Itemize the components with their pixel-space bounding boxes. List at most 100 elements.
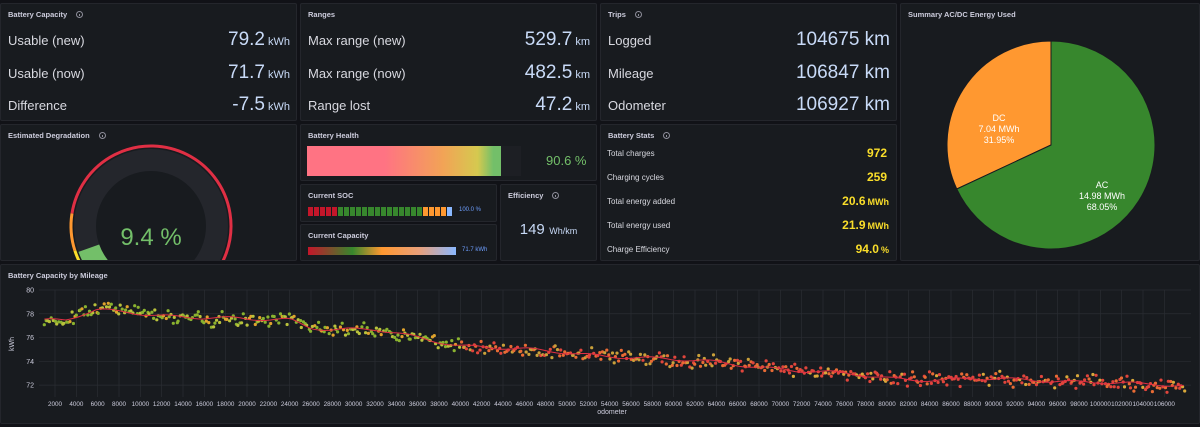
soc-led-cell [362,207,368,216]
scatter-point [501,343,505,347]
scatter-point [912,375,916,379]
battery-health-bar-fill [307,146,501,176]
scatter-point [47,320,52,324]
scatter-point [450,339,454,343]
usable-new-row: Usable (new) 79.2 kWh [8,28,290,52]
x-tick-label: 88000 [964,401,982,408]
capacity-gradient-bar [308,247,456,255]
scatter-point [937,373,942,377]
current-soc-panel: Current SOC 100.0 % [300,184,497,222]
scatter-point [441,340,445,345]
scatter-point [675,363,679,368]
stat-label: Total charges [607,148,655,158]
soc-led-cell [428,207,434,216]
y-axis-label: kWh [9,337,16,351]
scatter-point [245,323,249,327]
scatter-point [400,335,404,339]
info-icon[interactable] [634,11,642,18]
scatter-point [395,338,399,342]
scatter-point [261,316,265,321]
info-icon[interactable] [98,132,106,139]
scatter-point [965,373,969,377]
scatter-point [1091,372,1095,377]
scatter-point [396,333,400,337]
info-icon[interactable] [76,11,84,18]
soc-led-cell [386,207,392,216]
difference-row: Difference -7.5 kWh [8,93,290,117]
scatter-point [166,309,170,313]
scatter-point [323,325,327,329]
scatter-point [218,320,222,325]
x-tick-label: 34000 [388,401,406,408]
scatter-point [587,353,592,357]
scatter-point [1165,390,1169,394]
scatter-point [954,374,958,379]
x-tick-label: 74000 [814,401,832,408]
scatter-point [120,307,124,311]
scatter-point [1174,386,1178,390]
y-tick-label: 76 [26,335,34,342]
pie-slice-ac[interactable] [956,40,1156,250]
scatter-point [296,318,300,322]
x-tick-label: 78000 [857,401,875,408]
info-icon[interactable] [552,192,560,199]
scatter-point [670,363,674,367]
x-tick-label: 94000 [1028,401,1046,408]
scatter-point [771,362,775,366]
x-tick-label: 16000 [196,401,214,408]
scatter-point [607,353,611,357]
soc-led-cell [326,207,332,216]
x-tick-label: 92000 [1006,401,1024,408]
scatter-point [782,369,786,374]
scatter-point [124,308,128,312]
scatter-point [313,324,317,328]
scatter-point [378,327,382,331]
scatter-point [747,363,751,367]
scatter-point [1054,374,1059,378]
soc-led-cell [398,207,404,216]
scatter-point [849,370,853,374]
scatter-point [660,360,664,364]
x-tick-label: 84000 [921,401,939,408]
energy-pie-chart: DC 7.04 MWh 31.95% AC 14.98 MWh 68.05% [946,40,1156,250]
scatter-point [523,343,528,347]
scatter-point [1034,383,1039,387]
y-axis-ticks: 72 74 76 78 80 [26,288,34,390]
scatter-point [571,353,575,357]
scatter-point [1147,385,1151,389]
scatter-point [657,351,662,355]
scatter-point [220,310,224,314]
stat-label: Total energy added [607,196,676,206]
stat-label: Charging cycles [607,172,664,182]
mileage-row: Mileage 106847 km [608,61,890,85]
scatter-point [172,315,176,319]
scatter-point [956,377,960,381]
capacity-by-mileage-panel: Battery Capacity by Mileage 72 74 76 78 80 2… [0,264,1200,424]
x-tick-label: 82000 [900,401,918,408]
scatter-point [142,308,146,312]
pie-slice-dc[interactable] [946,40,1052,190]
scatter-point [267,324,271,328]
soc-led-cell [338,207,344,216]
scatter-point [929,381,934,385]
scatter-point [693,362,697,366]
scatter-point [977,373,982,377]
info-icon[interactable] [663,132,671,139]
scatter-point [185,314,189,318]
scatter-point [879,377,883,381]
scatter-point [1032,380,1036,384]
stat-label: Range lost [308,97,371,113]
scatter-point [133,304,137,308]
scatter-point [240,321,244,325]
soc-led-cell [392,207,398,216]
scatter-point [537,351,541,355]
scatter-point [735,358,740,362]
scatter-point [662,354,666,358]
scatter-point [958,384,962,389]
scatter-point [603,351,607,355]
scatter-point [971,375,975,379]
stat-value: 482.5 km [524,62,590,83]
scatter-point [1092,383,1096,387]
scatter-point [553,344,557,348]
scatter-point [739,359,743,363]
